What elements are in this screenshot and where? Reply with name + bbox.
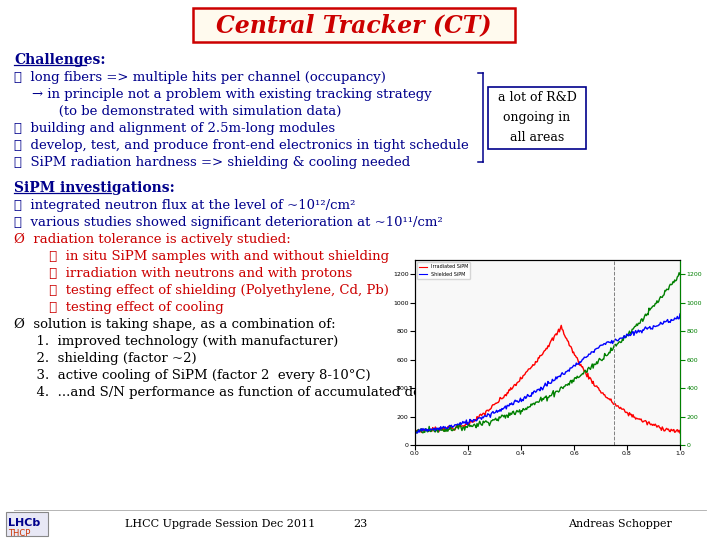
Text: LHCC Upgrade Session Dec 2011: LHCC Upgrade Session Dec 2011 — [125, 519, 315, 529]
Text: 3.  active cooling of SiPM (factor 2  every 8-10°C): 3. active cooling of SiPM (factor 2 ever… — [28, 369, 371, 382]
Text: (to be demonstrated with simulation data): (to be demonstrated with simulation data… — [46, 105, 341, 118]
FancyBboxPatch shape — [193, 8, 515, 42]
Text: ✓  develop, test, and produce front-end electronics in tight schedule: ✓ develop, test, and produce front-end e… — [14, 139, 469, 152]
Text: Andreas Schopper: Andreas Schopper — [568, 519, 672, 529]
Text: Ø  solution is taking shape, as a combination of:: Ø solution is taking shape, as a combina… — [14, 318, 336, 331]
Text: ✓  integrated neutron flux at the level of ~10¹²/cm²: ✓ integrated neutron flux at the level o… — [14, 199, 356, 212]
Text: 2.  shielding (factor ~2): 2. shielding (factor ~2) — [28, 352, 197, 365]
Text: ✓  various studies showed significant deterioration at ~10¹¹/cm²: ✓ various studies showed significant det… — [14, 216, 443, 229]
Text: a lot of R&D
ongoing in
all areas: a lot of R&D ongoing in all areas — [498, 91, 577, 144]
Text: Central Tracker (CT): Central Tracker (CT) — [216, 13, 492, 37]
Text: ✓  SiPM radiation hardness => shielding & cooling needed: ✓ SiPM radiation hardness => shielding &… — [14, 156, 410, 169]
Text: ✓  in situ SiPM samples with and without shielding: ✓ in situ SiPM samples with and without … — [28, 250, 389, 263]
Text: ✓  building and alignment of 2.5m-long modules: ✓ building and alignment of 2.5m-long mo… — [14, 122, 335, 135]
Legend: Irradiated SiPM, Shielded SiPM: Irradiated SiPM, Shielded SiPM — [418, 262, 470, 279]
Text: 23: 23 — [353, 519, 367, 529]
Text: ✓  testing effect of shielding (Polyethylene, Cd, Pb): ✓ testing effect of shielding (Polyethyl… — [28, 284, 389, 297]
Text: 4.  ...and S/N performance as function of accumulated dose: 4. ...and S/N performance as function of… — [28, 386, 436, 399]
Text: Challenges:: Challenges: — [14, 53, 106, 67]
Text: LHCb: LHCb — [8, 518, 40, 528]
Text: ✓  testing effect of cooling: ✓ testing effect of cooling — [28, 301, 224, 314]
Text: 1.  improved technology (with manufacturer): 1. improved technology (with manufacture… — [28, 335, 338, 348]
FancyBboxPatch shape — [6, 512, 48, 536]
Text: SiPM investigations:: SiPM investigations: — [14, 181, 175, 195]
Text: THCP: THCP — [8, 529, 30, 538]
Text: → in principle not a problem with existing tracking strategy: → in principle not a problem with existi… — [32, 88, 432, 101]
FancyBboxPatch shape — [488, 86, 586, 148]
Text: ✓  irradiation with neutrons and with protons: ✓ irradiation with neutrons and with pro… — [28, 267, 352, 280]
Text: ✓  long fibers => multiple hits per channel (occupancy): ✓ long fibers => multiple hits per chann… — [14, 71, 386, 84]
Text: Ø  radiation tolerance is actively studied:: Ø radiation tolerance is actively studie… — [14, 233, 291, 246]
